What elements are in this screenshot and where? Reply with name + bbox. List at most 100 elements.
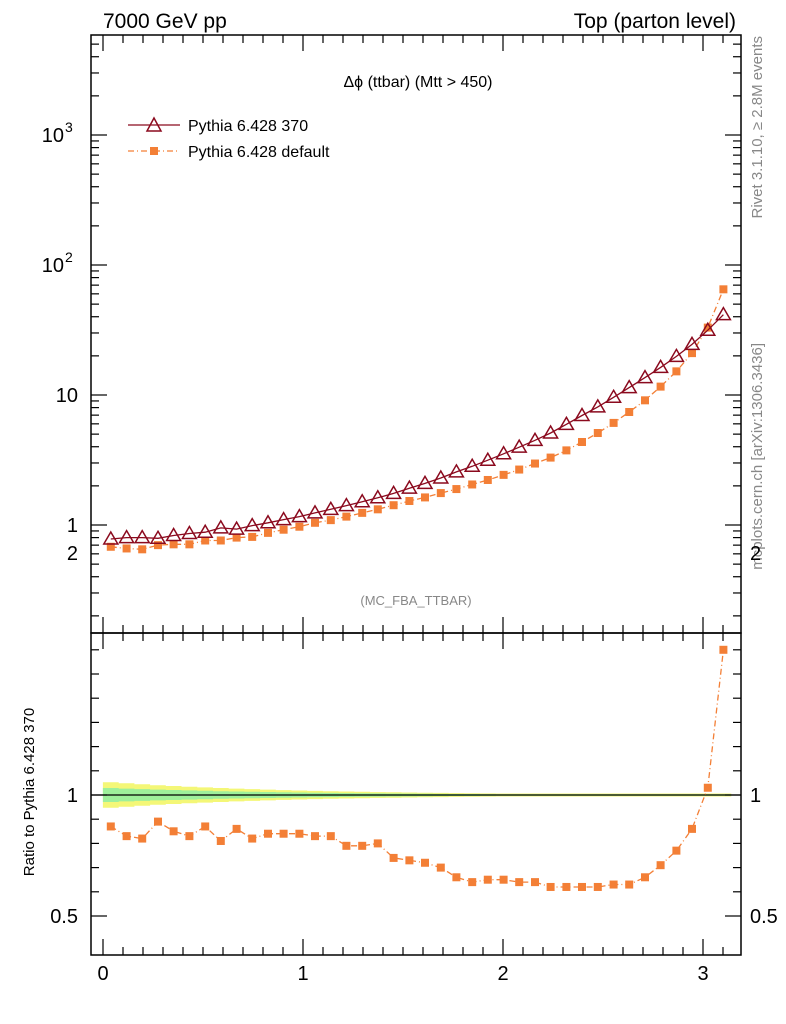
data-point-ref [369, 489, 387, 504]
data-point-default [405, 496, 414, 505]
data-point-ref [401, 479, 418, 494]
data-point-default [625, 407, 634, 416]
ratio-point-default [452, 873, 461, 882]
data-point-ref [243, 517, 261, 532]
ratio-y-tick-label-right: 0.5 [750, 906, 778, 928]
legend: Pythia 6.428 370 Pythia 6.428 default [128, 116, 330, 161]
data-point-default [326, 516, 335, 525]
ratio-y-tick-label: 1 [67, 785, 78, 807]
x-tick-label: 3 [697, 963, 708, 985]
data-point-ref [668, 347, 685, 363]
ratio-point-default [389, 853, 398, 862]
data-point-ref [652, 358, 669, 374]
ratio-point-default [201, 822, 210, 831]
data-point-ref [715, 306, 732, 321]
data-point-ref [322, 500, 340, 516]
data-point-ref [589, 398, 607, 413]
data-point-default [656, 382, 665, 391]
ratio-y-tick-labels: 0.5 0.5 1 1 2 2 [50, 543, 778, 928]
ratio-line-default [110, 649, 725, 888]
data-point-default [279, 525, 288, 534]
ratio-point-default [656, 861, 665, 870]
data-point-ref [259, 514, 277, 529]
ratio-point-default [593, 882, 602, 891]
data-point-ref [448, 463, 465, 478]
ratio-point-default [185, 832, 194, 841]
ratio-point-default [625, 880, 634, 889]
ratio-point-default [688, 824, 696, 833]
ratio-point-default [279, 829, 288, 838]
main-y-tick-label-exponent: 2 [65, 249, 73, 265]
ratio-point-default [531, 878, 539, 887]
legend-label-ref: Pythia 6.428 370 [188, 118, 308, 135]
data-point-default [232, 533, 241, 542]
data-point-ref [353, 493, 371, 508]
data-point-ref [605, 388, 622, 404]
data-point-ref [385, 484, 402, 500]
ratio-point-default [672, 846, 681, 855]
data-point-default [452, 485, 461, 494]
ratio-point-default [169, 827, 178, 836]
data-point-ref [181, 525, 198, 540]
data-point-default [154, 541, 162, 550]
data-point-default [138, 545, 147, 554]
data-point-default [531, 459, 539, 468]
data-point-default [578, 437, 586, 446]
ratio-point-default [232, 824, 241, 833]
data-point-default [342, 512, 351, 521]
data-point-default [593, 429, 602, 438]
ratio-point-default [311, 832, 319, 841]
data-point-ref [338, 497, 355, 512]
data-point-ref [291, 508, 308, 523]
main-y-tick-label-exponent: 3 [65, 119, 73, 135]
x-tick-label: 0 [97, 963, 108, 985]
ratio-y-tick-label: 0.5 [50, 906, 78, 928]
ratio-point-default [703, 783, 712, 792]
ratio-point-default [326, 832, 335, 841]
data-point-ref [118, 529, 135, 544]
data-point-ref [636, 369, 654, 384]
main-y-tick-label: 10 [42, 255, 64, 277]
data-point-default [703, 323, 712, 332]
data-point-default [389, 501, 398, 510]
data-point-ref [228, 520, 245, 535]
data-point-default [295, 522, 304, 531]
ratio-point-default [122, 832, 131, 841]
data-point-default [185, 540, 194, 549]
data-point-ref [165, 527, 182, 542]
data-point-ref [133, 529, 151, 544]
ratio-point-default [719, 645, 728, 654]
legend-marker-ref [145, 116, 163, 132]
data-point-ref [699, 321, 717, 336]
data-point-default [216, 536, 225, 545]
ratio-ylabel: Ratio to Pythia 6.428 370 [21, 708, 38, 876]
mcplots-label: mcplots.cern.ch [arXiv:1306.3436] [749, 343, 766, 570]
data-point-ref [620, 379, 638, 394]
ratio-point-default [578, 882, 586, 891]
data-point-ref [196, 523, 214, 538]
data-point-default [641, 396, 649, 405]
main-y-tick-label: 1 [67, 515, 78, 537]
ratio-y-tick-label-right: 2 [750, 543, 761, 565]
analysis-label: (MC_FBA_TTBAR) [360, 593, 471, 608]
data-point-ref [526, 431, 544, 447]
data-point-ref [558, 415, 575, 431]
main-series-layer [102, 285, 732, 554]
data-point-default [311, 518, 319, 527]
data-point-default [499, 470, 508, 479]
ratio-y-tick-label: 2 [67, 543, 78, 565]
header-right: Top (parton level) [574, 10, 736, 33]
ratio-point-default [106, 822, 115, 831]
series-line-ref [110, 314, 724, 540]
data-point-default [106, 542, 115, 551]
ratio-point-default [436, 863, 445, 872]
data-point-ref [463, 457, 481, 473]
data-point-ref [510, 438, 528, 453]
ratio-point-default [216, 836, 225, 845]
ratio-axis-ticks [91, 633, 741, 955]
data-point-default [373, 505, 382, 514]
header-left: 7000 GeV pp [103, 10, 227, 33]
data-point-default [264, 528, 272, 537]
ratio-point-default [342, 841, 351, 850]
